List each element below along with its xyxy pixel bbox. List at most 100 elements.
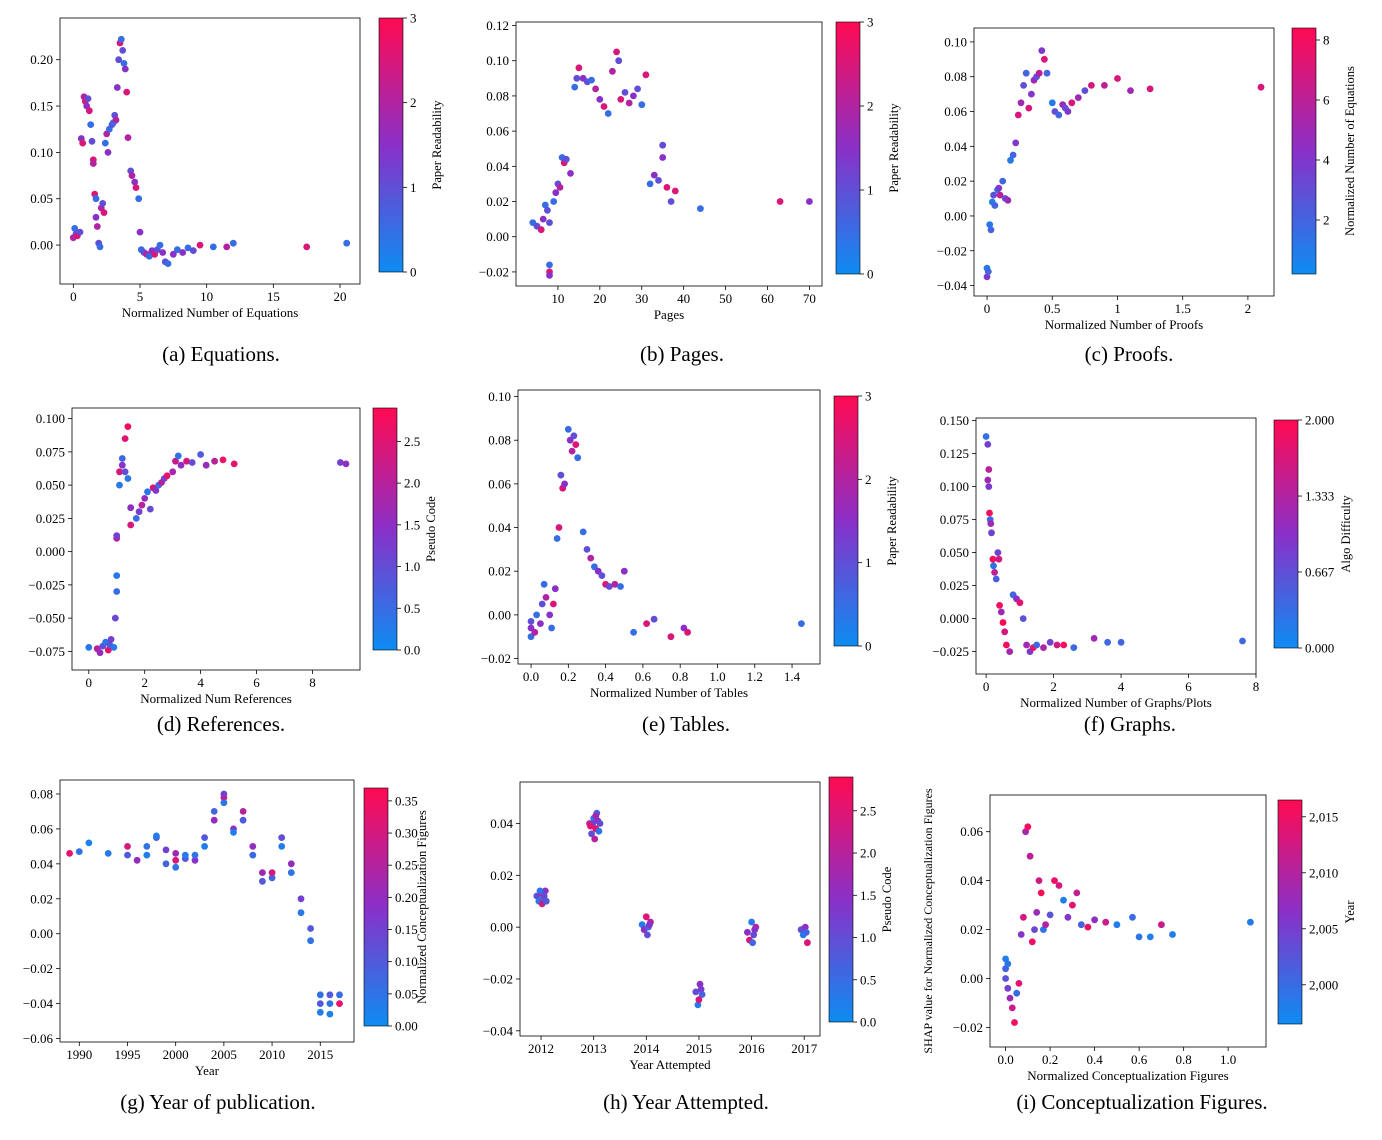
scatter-point xyxy=(202,461,210,469)
scatter-point xyxy=(268,874,276,882)
scatter-point xyxy=(88,137,96,145)
x-tick-label: 4 xyxy=(197,675,204,690)
scatter-point xyxy=(1028,938,1036,946)
scatter-point xyxy=(128,172,136,180)
scatter-point xyxy=(1055,882,1063,889)
panel-caption: (c) Proofs. xyxy=(1085,342,1174,366)
scatter-point xyxy=(671,187,679,195)
y-tick-label: −0.02 xyxy=(953,1020,983,1035)
plot-area xyxy=(71,407,361,671)
scatter-point xyxy=(1041,55,1048,63)
scatter-point xyxy=(990,191,997,199)
scatter-point xyxy=(104,850,112,857)
scatter-point xyxy=(93,223,101,230)
scatter-point xyxy=(1023,641,1030,649)
scatter-point xyxy=(132,184,140,192)
y-tick-label: −0.075 xyxy=(28,644,65,659)
x-tick-label: 2014 xyxy=(633,1041,660,1056)
scatter-point xyxy=(643,620,650,627)
scatter-point xyxy=(996,602,1003,609)
x-axis-label: Year Attempted xyxy=(629,1057,711,1072)
y-tick-label: 0.05 xyxy=(30,191,53,206)
scatter-point xyxy=(1257,83,1265,91)
x-tick-label: 2012 xyxy=(528,1041,554,1056)
y-tick-label: 0.00 xyxy=(960,971,983,986)
scatter-point xyxy=(588,76,595,84)
scatter-point xyxy=(127,521,135,529)
y-tick-label: 0.00 xyxy=(486,229,509,244)
scatter-point xyxy=(159,249,167,256)
colorbar-tick-label: 1.0 xyxy=(404,559,420,574)
scatter-point xyxy=(316,1000,324,1007)
scatter-point xyxy=(587,822,594,830)
scatter-point xyxy=(316,1008,324,1016)
scatter-point xyxy=(572,441,580,448)
scatter-point xyxy=(113,84,121,91)
colorbar-tick-label: 2,005 xyxy=(1309,921,1338,936)
panel-caption: (f) Graphs. xyxy=(1084,712,1176,736)
scatter-point xyxy=(620,567,628,575)
scatter-point xyxy=(1008,1004,1016,1012)
scatter-point xyxy=(303,243,311,251)
scatter-point xyxy=(994,549,1002,556)
scatter-point xyxy=(1060,896,1067,904)
scatter-point xyxy=(546,272,553,279)
scatter-point xyxy=(120,60,128,67)
scatter-point xyxy=(1017,931,1025,938)
y-tick-label: −0.02 xyxy=(481,651,511,666)
panel-caption: (b) Pages. xyxy=(640,342,724,366)
scatter-point xyxy=(75,848,83,855)
scatter-point xyxy=(544,206,551,214)
colorbar xyxy=(378,17,404,273)
colorbar-tick-label: 1.0 xyxy=(860,930,876,945)
colorbar-tick-label: 1 xyxy=(865,555,872,570)
colorbar-tick-label: 0.000 xyxy=(1305,641,1334,656)
scatter-point xyxy=(659,141,667,149)
scatter-point xyxy=(96,649,104,657)
scatter-point xyxy=(84,95,92,102)
colorbar-tick-label: 0.5 xyxy=(404,601,420,616)
scatter-point xyxy=(268,869,276,876)
colorbar-tick-label: 2.0 xyxy=(860,846,876,861)
colorbar-tick-label: 0.667 xyxy=(1305,564,1335,579)
scatter-point xyxy=(107,636,115,643)
scatter-point xyxy=(135,195,143,203)
x-axis-label: Year xyxy=(195,1063,220,1078)
scatter-point xyxy=(592,85,599,93)
y-tick-label: −0.025 xyxy=(932,644,969,659)
panel-f: 0 2 4 6 8 −0.025 0.000 0.025 0.050 0.075 0.100 0.12… xyxy=(932,413,1353,737)
colorbar-tick-label: 2.5 xyxy=(860,803,876,818)
scatter-point xyxy=(642,71,650,79)
scatter-point xyxy=(1102,918,1110,926)
scatter-point xyxy=(92,213,100,221)
scatter-point xyxy=(556,184,564,191)
panel-caption: (i) Conceptualization Figures. xyxy=(1016,1090,1267,1114)
colorbar xyxy=(363,787,389,1027)
colorbar-tick-label: 2.0 xyxy=(404,476,420,491)
colorbar-label: Pseudo Code xyxy=(424,496,438,562)
scatter-point xyxy=(615,57,623,65)
scatter-point xyxy=(564,425,572,433)
scatter-point xyxy=(336,991,343,999)
scatter-point xyxy=(1247,918,1254,926)
scatter-point xyxy=(183,457,191,465)
scatter-point xyxy=(132,515,140,522)
scatter-point xyxy=(71,225,79,232)
scatter-point xyxy=(116,481,123,489)
x-axis-label: Normalized Number of Tables xyxy=(590,685,748,700)
scatter-point xyxy=(211,457,219,465)
scatter-point xyxy=(179,249,187,256)
x-tick-label: 2000 xyxy=(163,1047,189,1062)
scatter-point xyxy=(806,198,813,205)
scatter-point xyxy=(571,83,579,91)
scatter-point xyxy=(1088,82,1095,89)
colorbar-label: Paper Readability xyxy=(885,476,899,566)
panel-g: 1990 1995 2000 2005 2010 2015 −0.06 −0.04 −0.02 0… xyxy=(23,779,429,1114)
x-tick-label: 2 xyxy=(1245,301,1252,316)
scatter-point xyxy=(987,226,995,234)
scatter-point xyxy=(1073,889,1081,897)
scatter-point xyxy=(697,985,705,993)
scatter-point xyxy=(1002,975,1009,982)
scatter-point xyxy=(92,195,100,203)
plot-area xyxy=(989,794,1267,1048)
